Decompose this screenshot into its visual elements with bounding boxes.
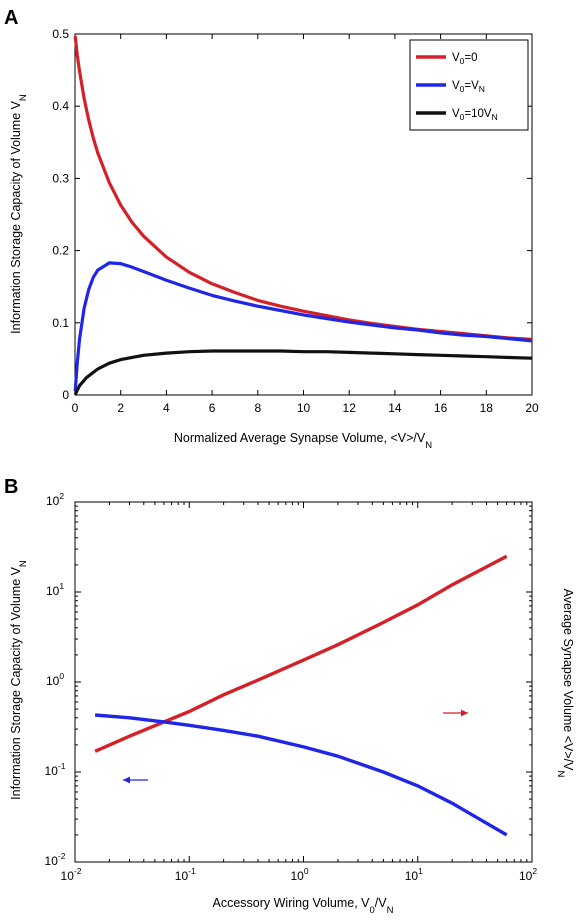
panel-a-lines <box>73 36 533 396</box>
y-tick-label: 0 <box>62 388 69 402</box>
y-tick-label: 10-2 <box>45 851 66 868</box>
arrow-right-red <box>443 709 468 717</box>
x-tick-label: 18 <box>480 401 494 415</box>
panel-b-y-axis-label-right: Average Synapse Volume <V>/VN​ <box>556 589 576 778</box>
panel-a-ticks: 0 2 4 6 8 10 12 14 16 18 20 0 0.1 0.2 0.3 0.4 0.5 <box>52 27 539 415</box>
series-line-3 <box>73 349 533 396</box>
legend-entry: V0=VN <box>452 80 485 94</box>
x-tick-label: 10 <box>297 401 311 415</box>
series-line-2 <box>73 261 533 392</box>
x-tick-label: 0 <box>72 401 79 415</box>
panel-b: B 10-2 10-1 100 101 102 10-2 10-1 100 101 102 Inf… <box>4 476 575 916</box>
panel-a-x-axis-label: Normalized Average Synapse Volume, <V>/V… <box>174 431 432 451</box>
arrow-left-blue <box>123 776 148 784</box>
x-tick-label: 4 <box>163 401 170 415</box>
panel-b-ticks: 10-2 10-1 100 101 102 10-2 10-1 100 101 102 <box>45 491 538 883</box>
y-tick-label: 100 <box>46 671 64 688</box>
x-tick-label: 20 <box>525 401 539 415</box>
x-tick-label: 10-2 <box>61 866 82 883</box>
x-tick-label: 8 <box>254 401 261 415</box>
panel-b-x-axis-label: Accessory Wiring Volume, V0​/VN​ <box>213 896 394 916</box>
x-tick-label: 101 <box>405 866 423 883</box>
x-tick-label: 10-1 <box>175 866 196 883</box>
panel-b-lines <box>94 554 508 837</box>
x-tick-label: 100 <box>290 866 308 883</box>
panel-a-y-axis-label: Information Storage Capacity of Volume V… <box>9 94 29 334</box>
panel-a-legend: V0=0 V0=VN V0=10VN <box>409 39 529 131</box>
legend-entry: V0=0 <box>452 52 478 66</box>
y-tick-label: 0.4 <box>52 99 69 113</box>
panel-a: A 0 2 4 6 8 10 12 14 16 18 20 0 0.1 0.2 0.3 0.4 0.5 Info… <box>4 7 539 451</box>
y-tick-label: 10-1 <box>45 761 66 778</box>
y-tick-label: 101 <box>46 581 64 598</box>
x-tick-label: 6 <box>209 401 216 415</box>
y-tick-label: 0.2 <box>52 244 69 258</box>
series-line-2 <box>94 713 508 837</box>
y-tick-label: 0.5 <box>52 27 69 41</box>
x-tick-label: 2 <box>117 401 124 415</box>
x-tick-label: 12 <box>343 401 357 415</box>
y-tick-label: 0.1 <box>52 316 69 330</box>
x-tick-label: 14 <box>388 401 402 415</box>
y-tick-label: 102 <box>46 491 64 508</box>
panel-b-y-axis-label-left: Information Storage Capacity of Volume V… <box>9 560 29 800</box>
legend-entry: V0=10VN <box>452 108 498 122</box>
x-tick-label: 102 <box>519 866 537 883</box>
panel-b-label: B <box>4 476 18 498</box>
x-tick-label: 16 <box>434 401 448 415</box>
y-tick-label: 0.3 <box>52 171 69 185</box>
panel-a-label: A <box>4 7 18 29</box>
